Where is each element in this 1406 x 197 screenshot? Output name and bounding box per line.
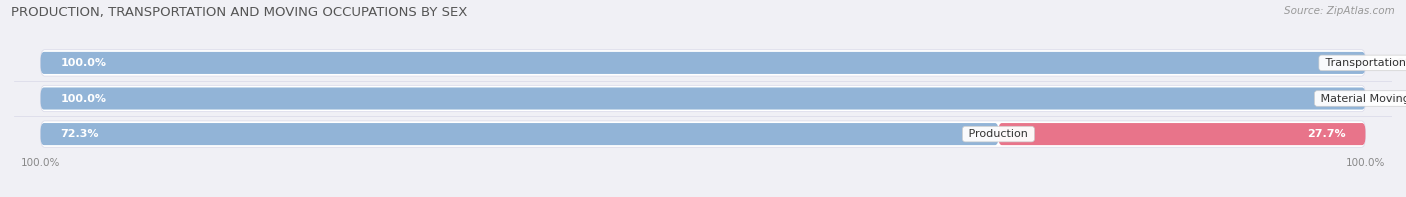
Text: 100.0%: 100.0%: [60, 58, 107, 68]
Text: 72.3%: 72.3%: [60, 129, 98, 139]
Text: 100.0%: 100.0%: [60, 94, 107, 103]
FancyBboxPatch shape: [41, 87, 1365, 110]
Text: 0.0%: 0.0%: [1385, 94, 1406, 103]
Text: Material Moving: Material Moving: [1317, 94, 1406, 103]
Text: Transportation: Transportation: [1322, 58, 1406, 68]
FancyBboxPatch shape: [41, 85, 1365, 112]
FancyBboxPatch shape: [41, 52, 1365, 74]
Text: Source: ZipAtlas.com: Source: ZipAtlas.com: [1284, 6, 1395, 16]
Text: 0.0%: 0.0%: [1385, 58, 1406, 68]
FancyBboxPatch shape: [41, 121, 1365, 147]
FancyBboxPatch shape: [41, 50, 1365, 76]
FancyBboxPatch shape: [998, 123, 1365, 145]
Text: Production: Production: [966, 129, 1032, 139]
Text: PRODUCTION, TRANSPORTATION AND MOVING OCCUPATIONS BY SEX: PRODUCTION, TRANSPORTATION AND MOVING OC…: [11, 6, 468, 19]
Text: 27.7%: 27.7%: [1308, 129, 1346, 139]
FancyBboxPatch shape: [41, 123, 998, 145]
